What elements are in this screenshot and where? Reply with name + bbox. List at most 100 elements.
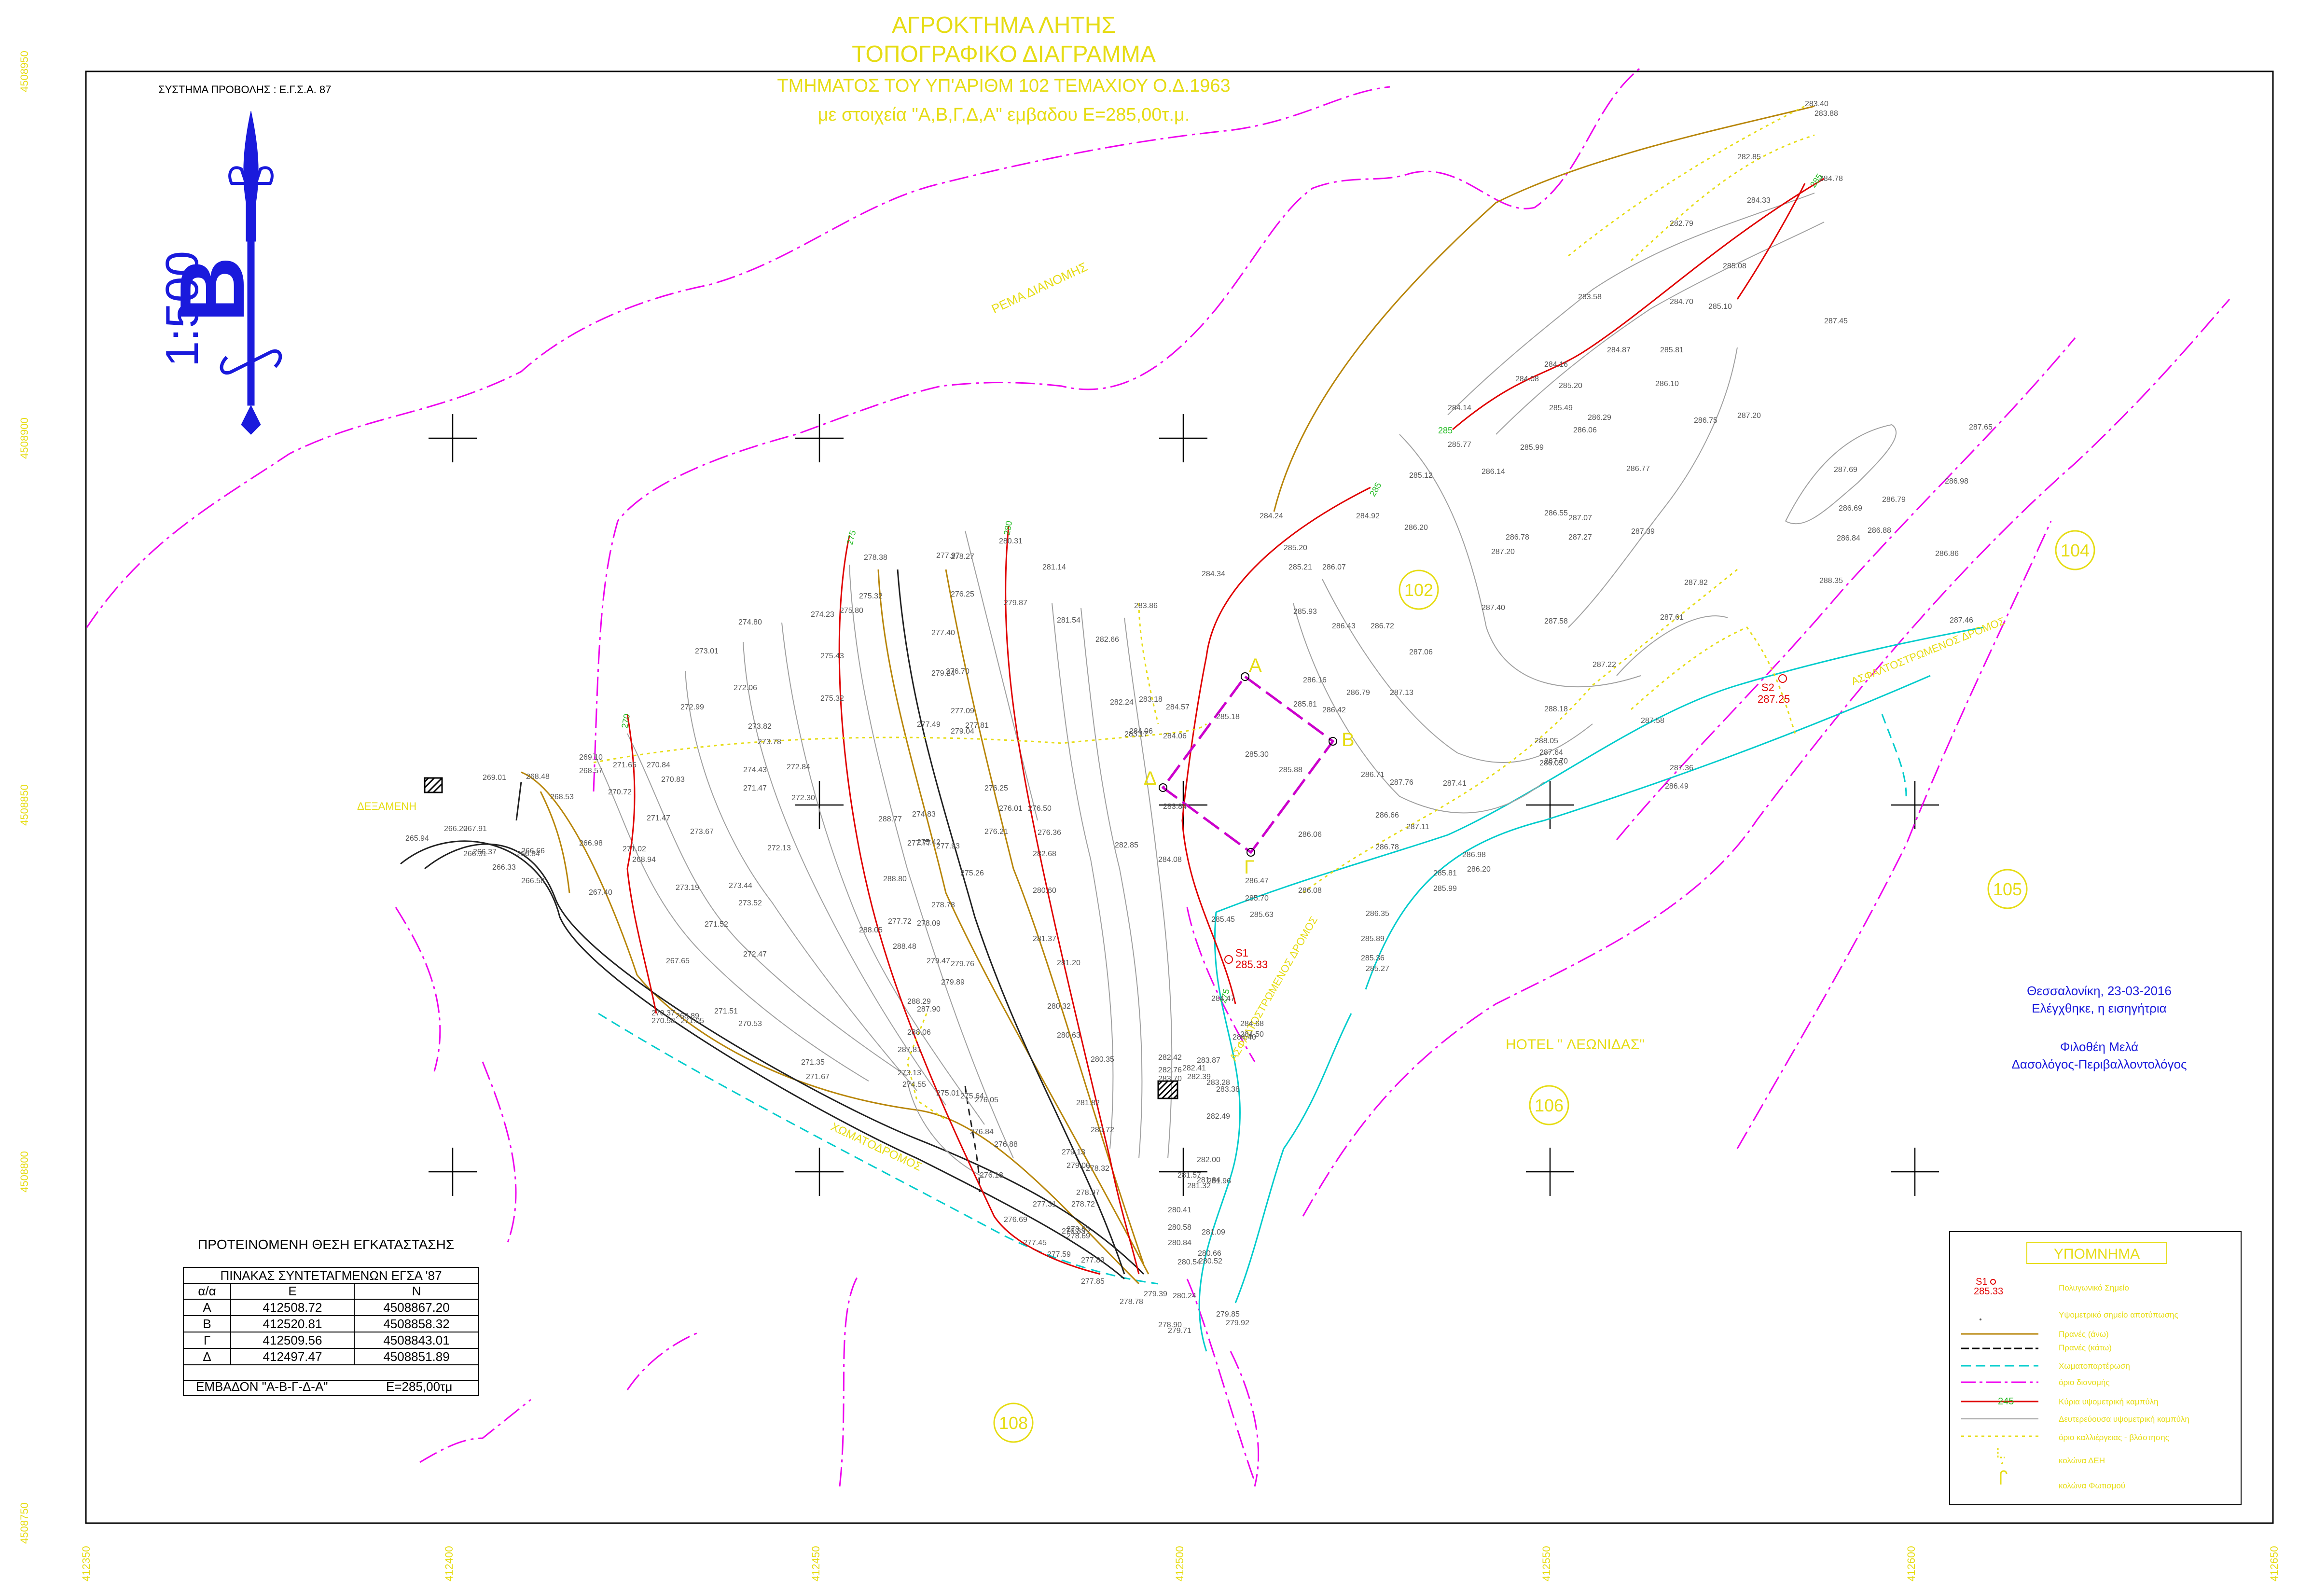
spot-height-label: 286.72 — [1371, 622, 1394, 630]
contour-label: 285 — [1438, 426, 1453, 435]
spot-height-label: 286.78 — [1506, 533, 1529, 541]
spot-height-label: 285.88 — [1279, 766, 1302, 774]
spot-height-label: 279.13 — [1062, 1148, 1085, 1156]
legend-power-pole-icon — [1997, 1448, 2005, 1466]
table-row: Α 412508.72 4508867.20 — [203, 1300, 449, 1315]
spot-height-label: 282.24 — [1110, 698, 1134, 707]
spot-height-label: 272.13 — [767, 844, 791, 852]
spot-height-label: 276.21 — [984, 828, 1008, 836]
legend-spot-icon — [1980, 1318, 1981, 1320]
spot-height-label: 285.93 — [1293, 608, 1317, 616]
signature-title: Δασολόγος-Περιβαλλοντολόγος — [2011, 1057, 2187, 1071]
spot-height-label: 265.94 — [405, 834, 429, 843]
spot-height-label: 276.70 — [946, 667, 969, 676]
spot-height-label: 275.42 — [917, 838, 941, 847]
spot-height-label: 283.17 — [1124, 730, 1148, 738]
spot-height-label: 285.81 — [1660, 346, 1684, 354]
proposed-site: Α Β Γ Δ — [1144, 655, 1355, 878]
table-column-header: Ν — [412, 1284, 421, 1298]
spot-height-label: 277.72 — [888, 917, 912, 926]
spot-height-label: 287.45 — [1824, 317, 1848, 325]
spot-height-label: 286.43 — [1332, 622, 1356, 630]
spot-height-label: 286.06 — [1573, 426, 1597, 434]
spot-height-label: 285.77 — [1448, 441, 1471, 449]
legend-item-label: Πρανές (άνω) — [2059, 1330, 2109, 1339]
spot-height-label: 271.67 — [806, 1073, 830, 1081]
spot-height-label: 271.51 — [714, 1007, 738, 1015]
spot-height-label: 286.05 — [1539, 759, 1563, 767]
spot-height-label: 278.09 — [917, 919, 941, 928]
spot-height-label: 278.90 — [1158, 1321, 1182, 1329]
northing-label: 4508800 — [18, 1151, 30, 1193]
legend-item-label: Δευτερεύουσα υψομετρική καμπύλη — [2059, 1415, 2189, 1424]
parcel-number: 105 — [1993, 879, 2022, 899]
spot-height-label: 286.69 — [1839, 504, 1862, 513]
spot-height-label: 284.06 — [1163, 732, 1187, 740]
table-header: ΠΙΝΑΚΑΣ ΣΥΝΤΕΤΑΓΜΕΝΩΝ ΕΓΣΑ '87 — [220, 1268, 442, 1283]
easting-label: 412350 — [80, 1546, 92, 1581]
spot-height-label: 278.32 — [1086, 1165, 1109, 1173]
spot-height-label: 287.41 — [1443, 779, 1467, 788]
station-name: S2 — [1761, 681, 1774, 694]
spot-height-label: 271.52 — [705, 920, 728, 929]
spot-height-label: 278.78 — [1120, 1298, 1143, 1306]
spot-height-label: 287.36 — [1670, 764, 1693, 772]
spot-height-label: 270.72 — [608, 788, 632, 796]
spot-height-label: 286.79 — [1346, 689, 1370, 697]
spot-height-label: 283.28 — [1206, 1079, 1230, 1087]
stream-label: ΡΕΜΑ ΔΙΑΝΟΜΗΣ — [989, 259, 1090, 316]
table-cell: 412520.81 — [263, 1317, 322, 1331]
table-cell: 412508.72 — [263, 1300, 322, 1315]
spot-height-label: 286.98 — [1462, 851, 1486, 859]
spot-height-label: 268.48 — [526, 773, 550, 781]
spot-height-label: 280.84 — [1168, 1239, 1191, 1247]
table-caption: ΠΡΟΤΕΙΝΟΜΕΝΗ ΘΕΣΗ ΕΓΚΑΤΑΣΤΑΣΗΣ — [198, 1237, 454, 1252]
spot-height-label: 283.88 — [1814, 110, 1838, 118]
spot-height-label: 272.06 — [734, 684, 757, 692]
spot-height-label: 280.60 — [1033, 887, 1056, 895]
spot-height-label: 276.01 — [999, 805, 1023, 813]
spot-height-label: 266.66 — [521, 847, 545, 855]
spot-height-label: 274.43 — [743, 766, 767, 774]
easting-label: 412450 — [810, 1546, 822, 1581]
spot-height-label: 284.06 — [1129, 727, 1153, 736]
spot-height-label: 285.20 — [1284, 544, 1307, 552]
spot-height-label: 283.84 — [1163, 803, 1187, 811]
spot-height-label: 282.00 — [1197, 1156, 1220, 1164]
spot-height-label: 279.76 — [951, 960, 974, 968]
title-line-3: ΤΜΗΜΑΤΟΣ ΤΟΥ ΥΠ'ΑΡΙΘΜ 102 ΤΕΜΑΧΙΟΥ Ο.Δ.1… — [777, 76, 1230, 96]
north-arrow-icon — [220, 111, 282, 435]
spot-height-label: 288.05 — [1535, 737, 1558, 745]
scale-label: 1:500 — [156, 251, 208, 367]
spot-height-label: 268.57 — [579, 767, 603, 775]
spot-height-label: 286.75 — [1694, 416, 1717, 425]
spot-height-label: 283.87 — [1197, 1056, 1220, 1065]
table-cell: 4508843.01 — [383, 1333, 449, 1347]
station-marker — [1224, 955, 1233, 964]
spot-height-label: 284.08 — [1158, 856, 1182, 864]
spot-height-label: 286.20 — [1467, 865, 1491, 874]
table-row: Β 412520.81 4508858.32 — [203, 1317, 449, 1331]
spot-height-label: 286.84 — [1837, 534, 1860, 542]
spot-height-label: 281.32 — [1187, 1182, 1211, 1190]
spot-height-label: 285.99 — [1520, 444, 1544, 452]
spot-height-label: 284.87 — [1607, 346, 1631, 354]
spot-height-label: 267.65 — [666, 957, 690, 965]
spot-height-label: 287.07 — [1568, 514, 1592, 522]
spot-height-label: 284.47 — [1211, 995, 1235, 1003]
spot-height-label: 277.59 — [1047, 1250, 1071, 1259]
spot-height-label: 277.31 — [1033, 1200, 1056, 1208]
spot-height-label: 280.63 — [1057, 1031, 1080, 1040]
spot-height-label: 282.76 — [1158, 1066, 1182, 1074]
table-cell: 412497.47 — [263, 1349, 322, 1364]
spot-height-label: 286.49 — [1665, 782, 1689, 791]
spot-height-label: 286.35 — [1366, 910, 1389, 918]
spot-height-label: 283.38 — [1216, 1085, 1240, 1094]
vertex-label-a: Α — [1249, 655, 1262, 676]
spot-height-label: 278.69 — [1066, 1232, 1090, 1240]
spot-height-label: 285.70 — [1245, 894, 1269, 902]
easting-label: 412600 — [1905, 1546, 1917, 1581]
spot-height-label: 270.58 — [651, 1017, 675, 1025]
spot-height-label: 273.67 — [690, 828, 714, 836]
spot-height-label: 287.22 — [1593, 661, 1616, 669]
